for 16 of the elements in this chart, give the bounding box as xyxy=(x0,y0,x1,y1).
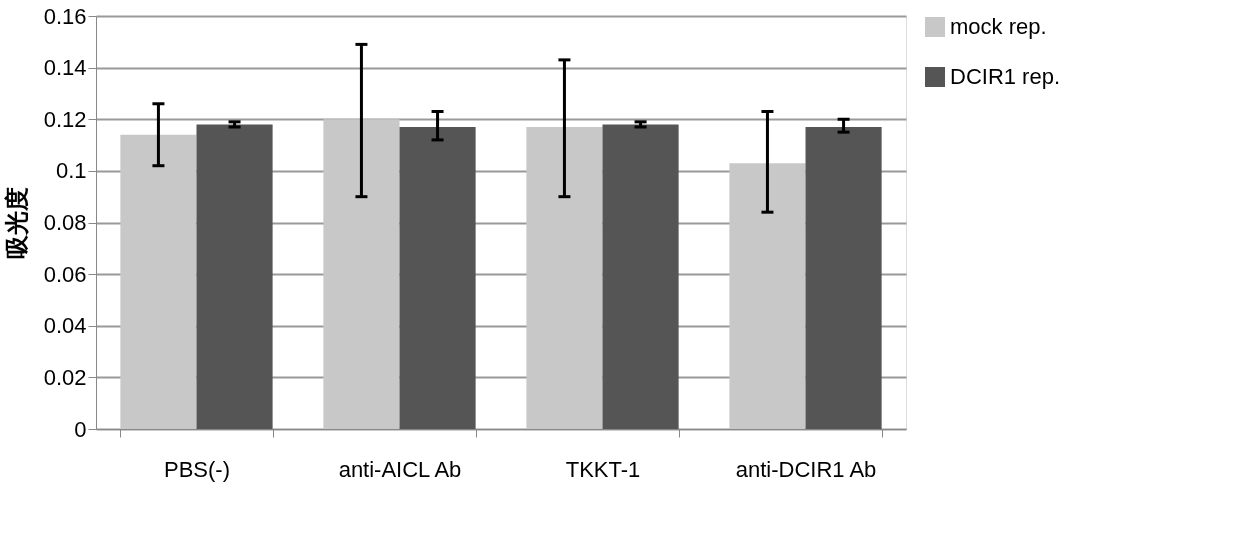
y-tick-label: 0.1 xyxy=(55,158,87,184)
x-tick-label: TKKT-1 xyxy=(565,456,641,482)
y-tick-label: 0.14 xyxy=(43,55,87,81)
y-tick-label: 0 xyxy=(74,416,87,442)
y-tick-label: 0.16 xyxy=(43,3,87,29)
y-tick-label: 0.06 xyxy=(43,261,87,287)
y-tick-label: 0.12 xyxy=(43,106,87,132)
x-tick-label: PBS(-) xyxy=(163,456,230,482)
x-tick-label: anti-DCIR1 Ab xyxy=(735,456,877,482)
x-tick-label: anti-AICL Ab xyxy=(338,456,462,482)
y-axis-title: 吸光度 xyxy=(2,187,31,259)
legend-label: DCIR1 rep. xyxy=(950,64,1061,89)
y-tick-label: 0.02 xyxy=(43,364,87,390)
y-tick-label: 0.04 xyxy=(43,313,87,339)
y-tick-label: 0.08 xyxy=(43,210,87,235)
legend-label: mock rep. xyxy=(950,14,1047,39)
